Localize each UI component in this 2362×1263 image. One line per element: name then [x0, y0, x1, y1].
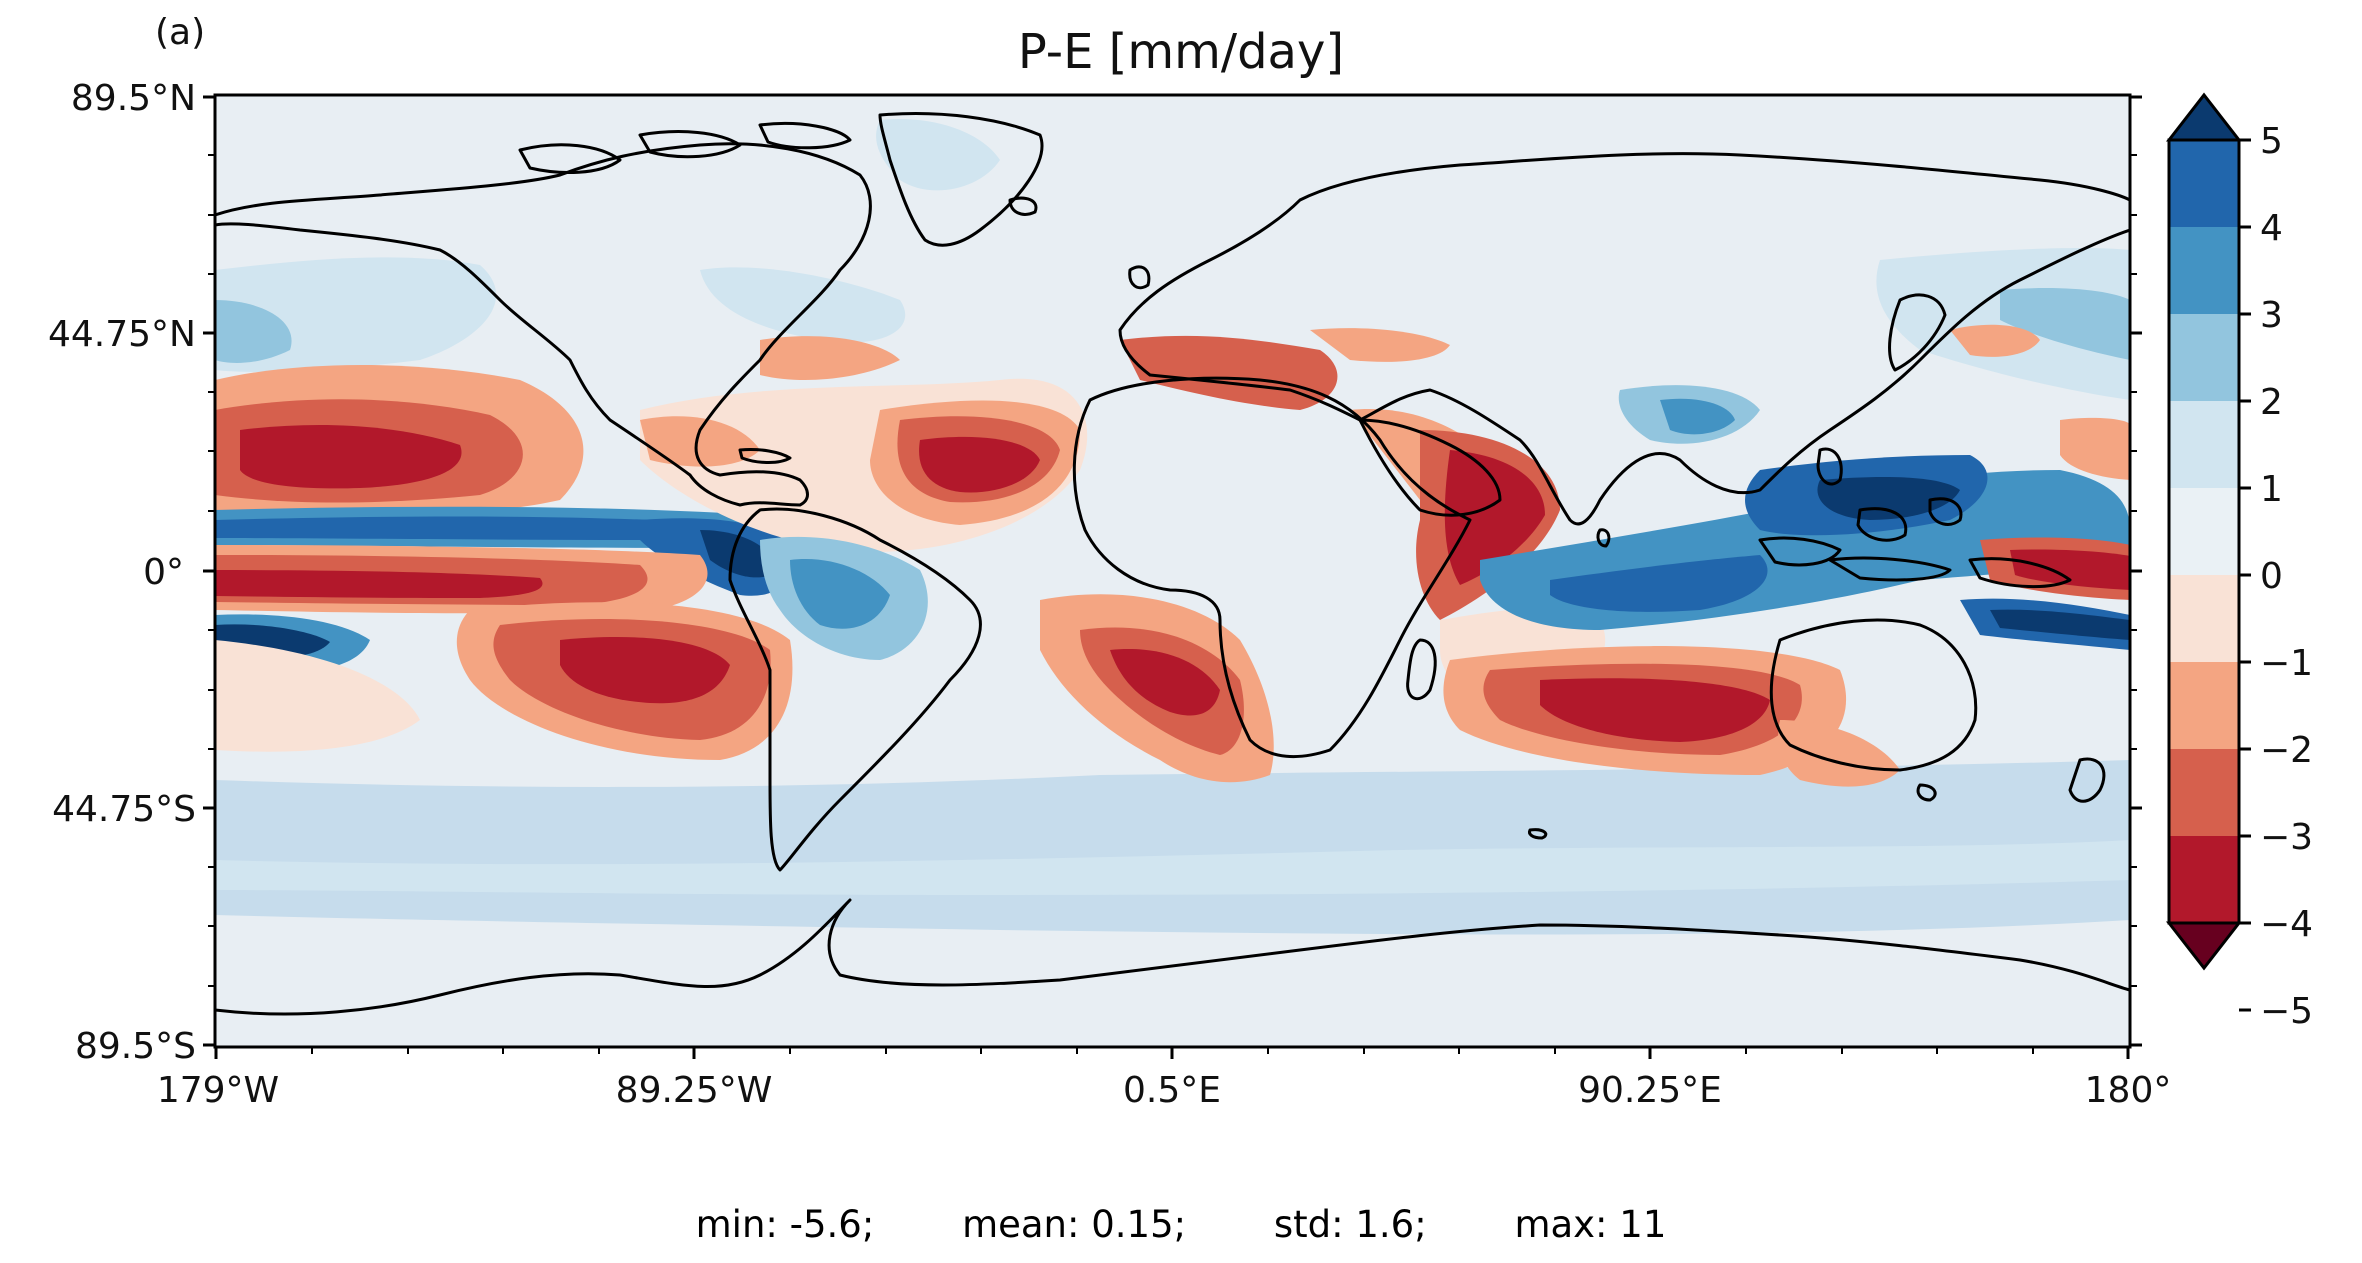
x-axis: 179°W 89.25°W 0.5°E 90.25°E 180° [157, 1047, 2172, 1111]
maritime-continent-wet-zone [1480, 385, 2130, 650]
map-panel [215, 95, 2130, 1047]
new-zealand-coast [2068, 757, 2106, 803]
y-axis: 89.5°N 44.75°N 0° 44.75°S 89.5°S [48, 78, 2142, 1067]
colorbar-segment [2169, 314, 2239, 401]
colorbar-tick-label: 3 [2260, 295, 2283, 336]
colorbar-segment [2169, 488, 2239, 575]
colorbar-segment [2169, 749, 2239, 836]
japan-coast [1888, 293, 1947, 372]
x-tick-label: 90.25°E [1578, 1070, 1722, 1111]
philippines-coast [1816, 447, 1843, 486]
colorbar-segments [2165, 92, 2243, 971]
colorbar-segment [2169, 401, 2239, 488]
panel-label: (a) [155, 12, 206, 53]
south-indian-dry-zone [1443, 646, 1847, 775]
statistics-summary: min: -5.6; mean: 0.15; std: 1.6; max: 11 [0, 1203, 2362, 1246]
y-tick-label: 89.5°S [75, 1026, 196, 1067]
arctic-island-coast-1 [518, 143, 622, 175]
colorbar-tick-label: −2 [2260, 730, 2313, 771]
borneo-coast [1856, 507, 1908, 542]
colorbar-tick-label: −3 [2260, 817, 2313, 858]
stat-mean: mean: 0.15; [962, 1203, 1187, 1246]
australia-coast [1769, 618, 1978, 772]
north-blue-regions [215, 119, 2130, 400]
south-atlantic-dry-zone [1040, 594, 1274, 783]
colorbar-segment [2169, 836, 2239, 923]
arctic-island-coast-3 [758, 121, 852, 150]
colorbar-tick-label: −5 [2260, 991, 2313, 1032]
colorbar-tick-label: −4 [2260, 904, 2313, 945]
sulawesi-coast [1928, 497, 1963, 526]
equatorial-pacific-dry-zone [215, 545, 708, 614]
southern-ocean-band [215, 760, 2130, 935]
y-tick-label: 44.75°N [48, 314, 196, 355]
australia-south-dry-zone [1778, 720, 1900, 787]
greenland-coast [878, 112, 1044, 247]
stat-std: std: 1.6; [1273, 1203, 1427, 1246]
colorbar: 5 4 3 2 1 0 −1 −2 −3 −4 −5 [2165, 92, 2313, 1032]
new-guinea-coast [1968, 557, 2072, 588]
colorbar-tick-label: 2 [2260, 382, 2283, 423]
colorbar-segment [2169, 575, 2239, 662]
colorbar-tick-label: 5 [2260, 121, 2283, 162]
south-america-coast [728, 507, 982, 872]
y-tick-label: 0° [143, 552, 184, 593]
north-pacific-dry-zone [215, 365, 584, 517]
uk-coast [1128, 265, 1151, 290]
iceland-coast [1008, 196, 1038, 216]
north-america-coast [215, 142, 872, 507]
colorbar-segment [2169, 227, 2239, 314]
colorbar-tick-label: 1 [2260, 469, 2283, 510]
arabia-coast [1358, 418, 1502, 517]
arctic-island-coast-2 [638, 130, 742, 159]
colorbar-segment [2169, 140, 2239, 227]
colorbar-tick-label: −1 [2260, 643, 2313, 684]
africa-coast [1072, 376, 1472, 759]
java-coast [1828, 556, 1952, 582]
stat-max: max: 11 [1514, 1203, 1667, 1246]
south-georgia-coast [1528, 828, 1548, 840]
tasmania-coast [1916, 783, 1937, 802]
colorbar-extend-min [2165, 921, 2243, 971]
coastlines [215, 112, 2130, 1016]
sumatra-coast [1758, 536, 1842, 567]
colorbar-tick-labels: 5 4 3 2 1 0 −1 −2 −3 −4 −5 [2260, 121, 2313, 1032]
amazon-wet-zone [760, 536, 928, 660]
colorbar-tick-label: 0 [2260, 556, 2283, 597]
north-atlantic-dry-zone [640, 336, 1088, 552]
equatorial-pacific-wet-zone [215, 506, 793, 596]
colorbar-extend-max [2165, 92, 2243, 142]
y-tick-label: 44.75°S [52, 789, 196, 830]
colorbar-tick-label: 4 [2260, 208, 2283, 249]
colorbar-segment [2169, 662, 2239, 749]
antarctica-coast [215, 898, 2130, 1016]
x-tick-label: 180° [2085, 1070, 2172, 1111]
sri-lanka-coast [1596, 528, 1611, 548]
x-tick-label: 89.25°W [616, 1070, 773, 1111]
x-tick-label: 179°W [157, 1070, 279, 1111]
antarctic-margin [215, 945, 2130, 1047]
map-title: P-E [mm/day] [1017, 24, 1345, 80]
y-tick-label: 89.5°N [71, 78, 196, 119]
colorbar-ticks [2239, 138, 2251, 1012]
south-pacific-dry-zone [215, 602, 793, 760]
madagascar-coast [1406, 638, 1437, 701]
eurasia-coast [1118, 152, 2130, 526]
x-tick-label: 0.5°E [1123, 1070, 1221, 1111]
stat-min: min: -5.6; [695, 1203, 875, 1246]
caribbean-island-coast [738, 448, 792, 464]
colorbar-outline [2167, 138, 2241, 925]
